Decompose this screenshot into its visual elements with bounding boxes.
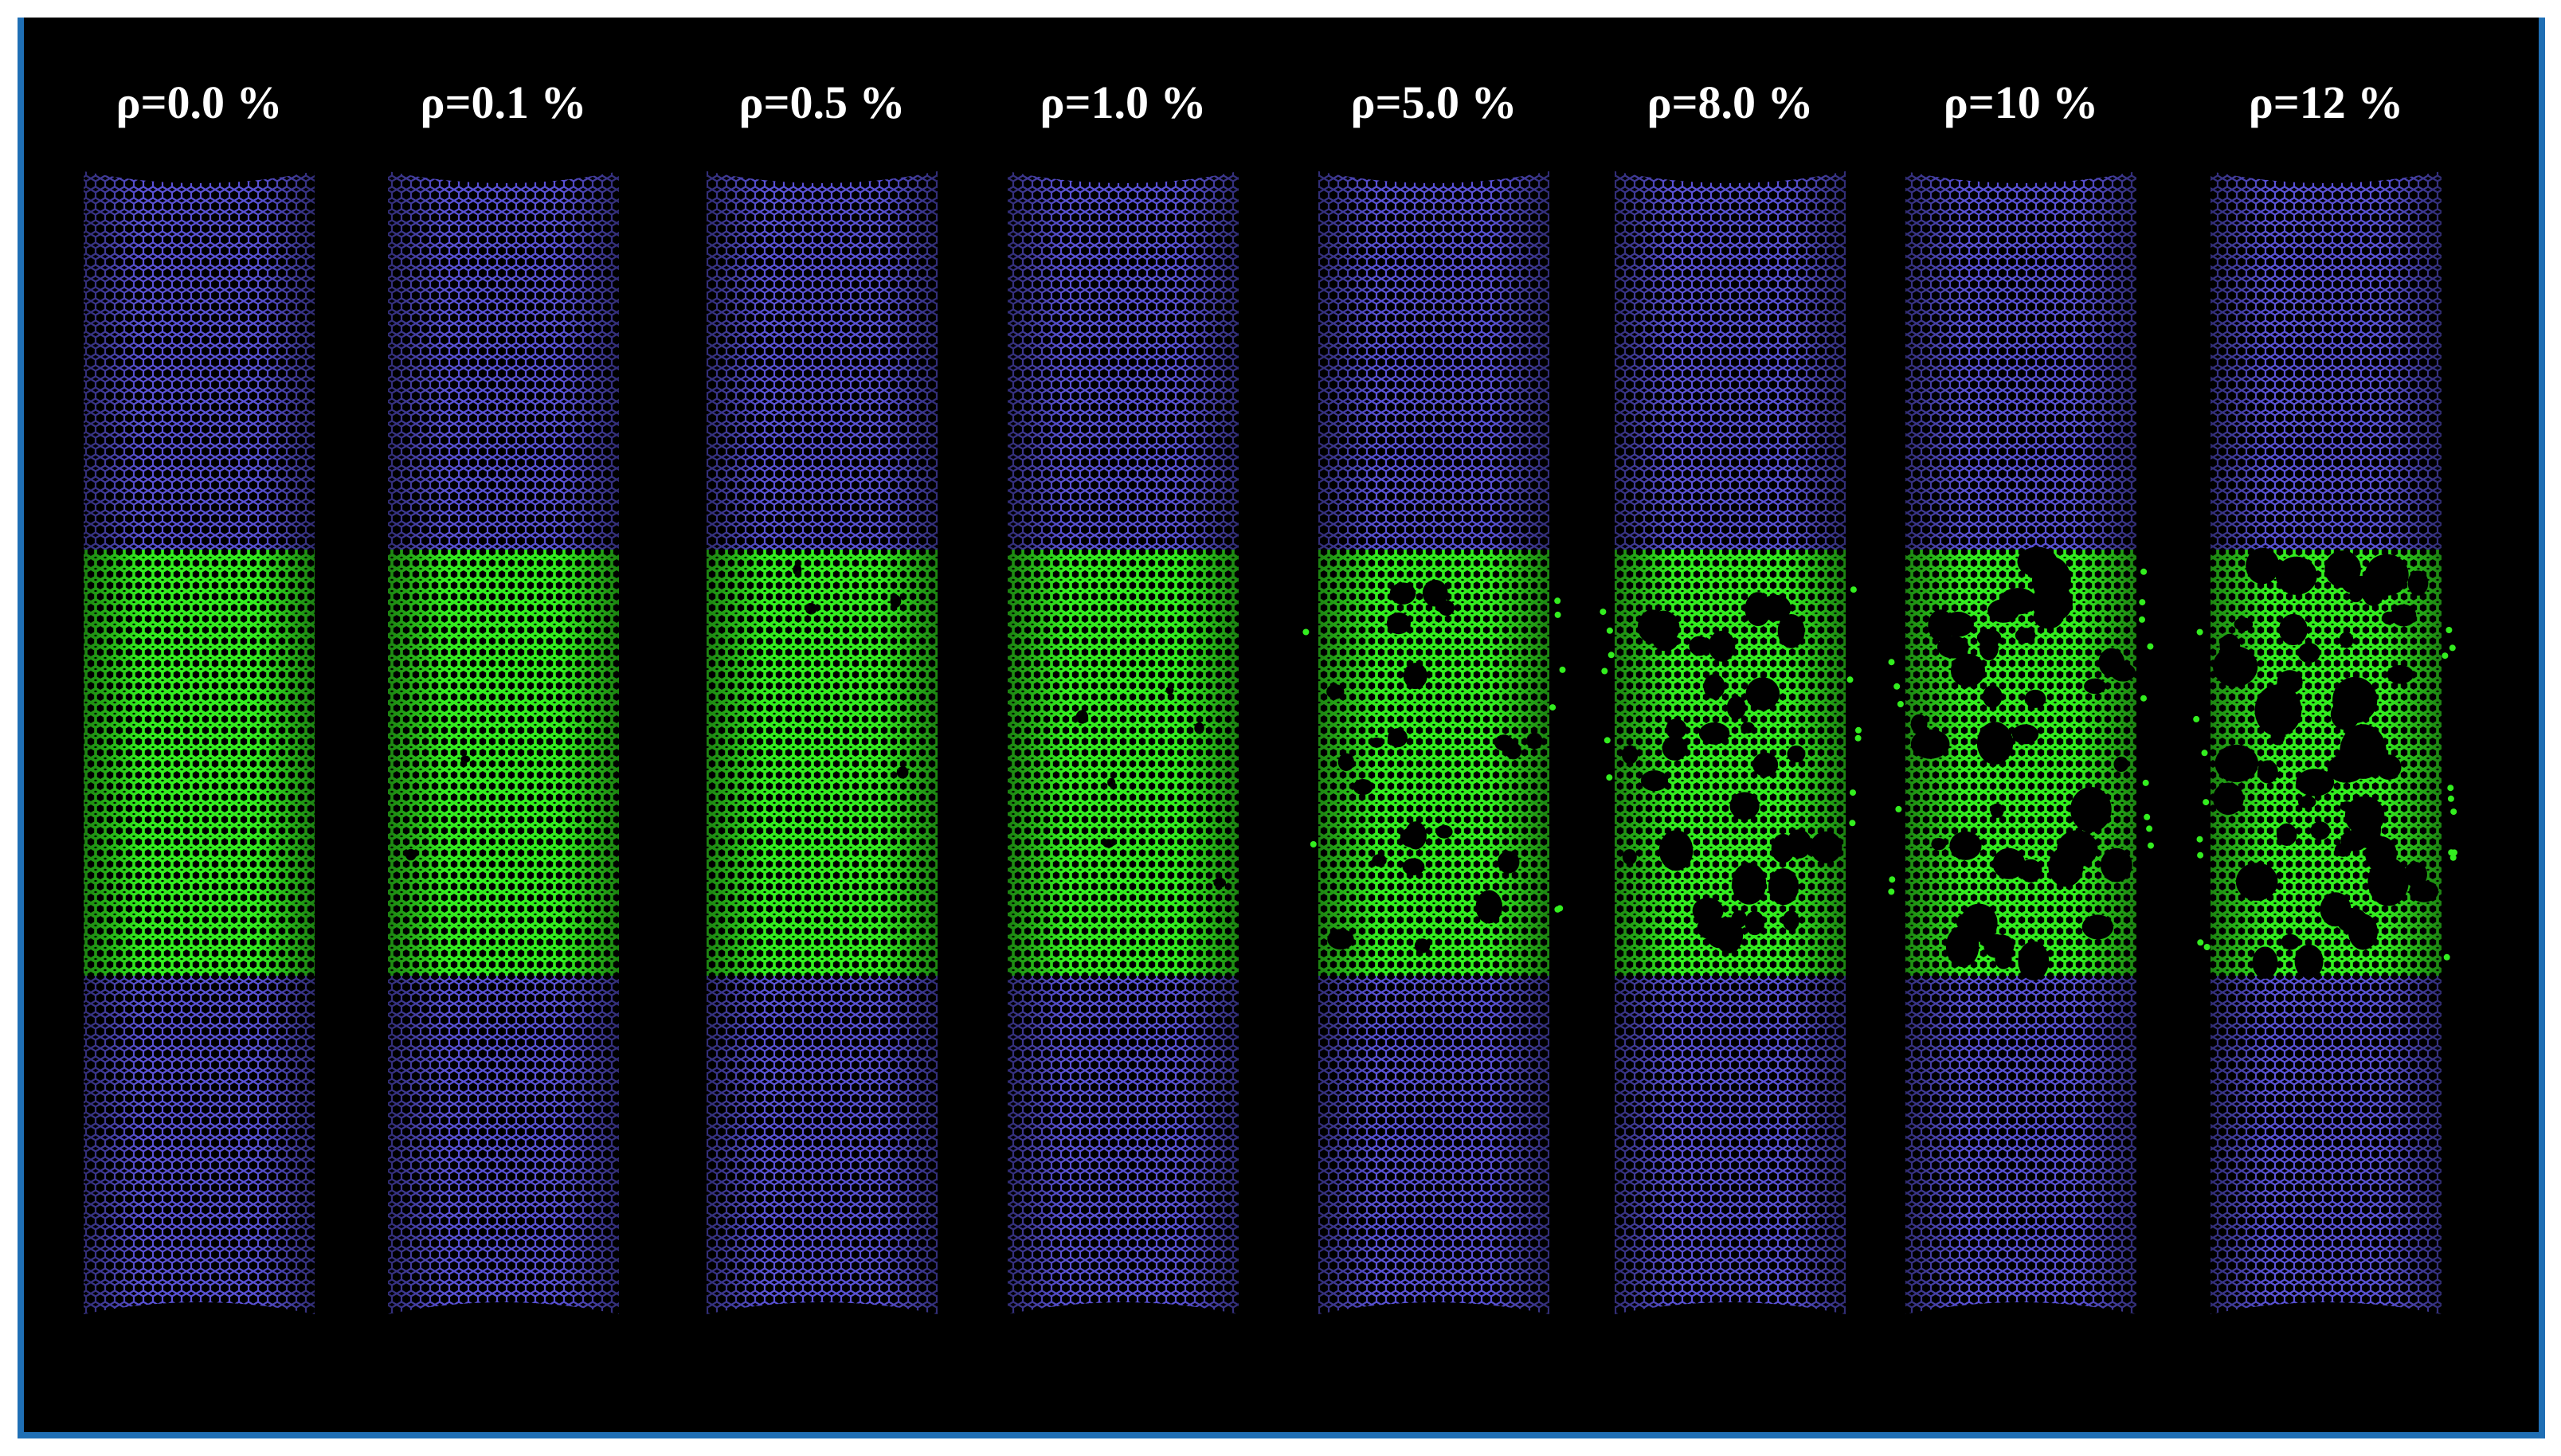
displaced-atom bbox=[2449, 854, 2457, 861]
defect-density-label: ρ=12 % bbox=[2249, 76, 2404, 128]
displaced-atom bbox=[2203, 799, 2210, 806]
displaced-atom bbox=[2450, 808, 2457, 816]
defect-density-label: ρ=0.5 % bbox=[738, 76, 905, 128]
displaced-atom bbox=[1850, 586, 1857, 593]
defect-density-label: ρ=0.1 % bbox=[420, 76, 586, 128]
displaced-atom bbox=[2197, 851, 2204, 859]
displaced-atom bbox=[2148, 842, 2154, 849]
displaced-atom bbox=[2142, 779, 2149, 786]
displaced-atom bbox=[2147, 643, 2154, 650]
displaced-atom bbox=[2146, 825, 2153, 832]
displaced-atom bbox=[1606, 627, 1613, 634]
displaced-atom bbox=[1606, 774, 1613, 781]
displaced-atom bbox=[1557, 905, 1564, 912]
displaced-atom bbox=[1549, 704, 1557, 711]
displaced-atom bbox=[1897, 701, 1904, 707]
displaced-atom bbox=[2449, 644, 2456, 652]
displaced-atom bbox=[1607, 652, 1615, 659]
displaced-atom bbox=[2196, 628, 2203, 636]
displaced-atom bbox=[2139, 599, 2146, 606]
displaced-atom bbox=[2451, 849, 2457, 856]
displaced-atom bbox=[1846, 676, 1854, 683]
displaced-atom bbox=[1854, 734, 1862, 742]
displaced-atom bbox=[2447, 785, 2454, 792]
displaced-atom bbox=[1554, 611, 1561, 618]
displaced-atom bbox=[2201, 750, 2208, 757]
displaced-atom bbox=[1310, 841, 1317, 847]
displaced-atom bbox=[1895, 805, 1902, 812]
displaced-atom bbox=[2447, 795, 2454, 802]
displaced-atom bbox=[1554, 597, 1561, 605]
nanotube-panel: ρ=0.0 % bbox=[84, 76, 315, 1314]
nanotube-group: ρ=0.0 % ρ=0.1 % ρ=0.5 % ρ=1.0 % ρ=5.0 % ρ=8.0… bbox=[84, 76, 2457, 1314]
defect-density-label: ρ=10 % bbox=[1944, 76, 2099, 128]
displaced-atom bbox=[1302, 628, 1310, 636]
displaced-atom bbox=[2442, 652, 2449, 660]
displaced-atom bbox=[2144, 813, 2151, 820]
nanotube-panel: ρ=0.5 % bbox=[707, 76, 938, 1314]
displaced-atom bbox=[1855, 726, 1862, 734]
nanotube-panel: ρ=10 % bbox=[1888, 76, 2154, 1314]
displaced-atom bbox=[2203, 944, 2211, 950]
displaced-atom bbox=[2139, 616, 2145, 623]
displaced-atom bbox=[1601, 667, 1608, 675]
defect-density-label: ρ=8.0 % bbox=[1647, 76, 1813, 128]
displaced-atom bbox=[1888, 659, 1895, 666]
displaced-atom bbox=[2443, 953, 2450, 961]
displaced-atom bbox=[2445, 627, 2453, 633]
nanotube-panel: ρ=12 % bbox=[2193, 76, 2457, 1314]
displaced-atom bbox=[1889, 876, 1896, 883]
displaced-atom bbox=[1604, 737, 1611, 744]
defect-density-label: ρ=5.0 % bbox=[1350, 76, 1517, 128]
displaced-atom bbox=[2193, 715, 2200, 722]
displaced-atom bbox=[2196, 836, 2203, 843]
nanotube-panel: ρ=0.1 % bbox=[388, 76, 619, 1314]
nanotube-panel: ρ=5.0 % bbox=[1302, 76, 1566, 1314]
displaced-atom bbox=[1893, 683, 1901, 690]
nanotube-panel: ρ=8.0 % bbox=[1600, 76, 1862, 1314]
displaced-atom bbox=[1849, 820, 1856, 827]
displaced-atom bbox=[1850, 789, 1856, 796]
displaced-atom bbox=[1888, 888, 1895, 895]
displaced-atom bbox=[1600, 609, 1607, 616]
displaced-atom bbox=[1559, 666, 1566, 673]
defect-density-label: ρ=1.0 % bbox=[1040, 76, 1206, 128]
displaced-atom bbox=[2140, 695, 2147, 702]
displaced-atom bbox=[2197, 939, 2204, 946]
defect-density-label: ρ=0.0 % bbox=[116, 76, 282, 128]
nanotube-panel: ρ=1.0 % bbox=[1008, 76, 1239, 1314]
displaced-atom bbox=[2140, 568, 2148, 575]
